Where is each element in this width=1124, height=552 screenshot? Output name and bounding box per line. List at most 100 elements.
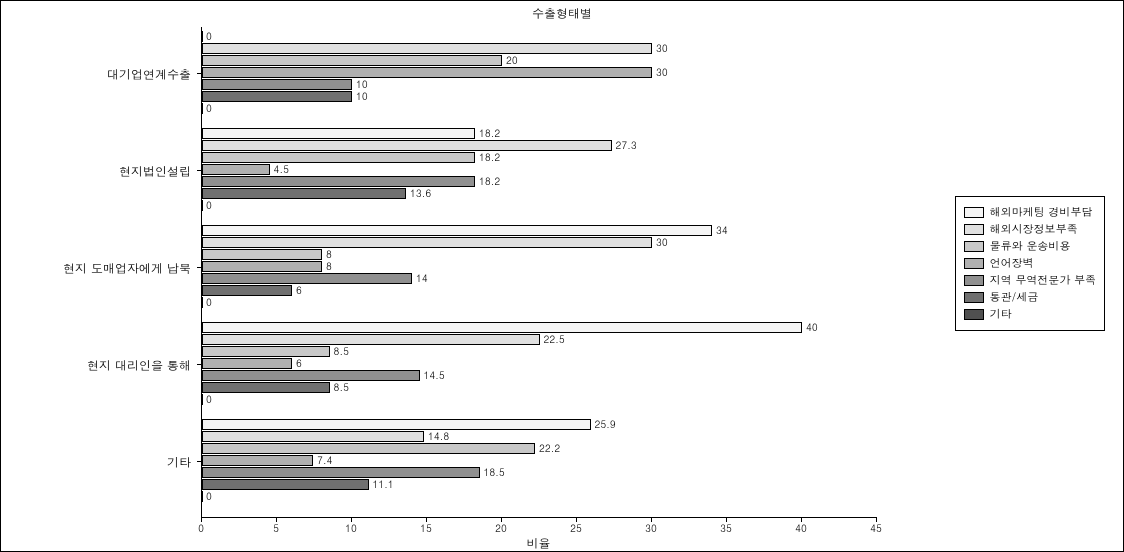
bar bbox=[202, 176, 475, 187]
bar-value-label: 14.5 bbox=[424, 370, 445, 381]
bar bbox=[202, 79, 352, 90]
x-tick-label: 5 bbox=[273, 521, 279, 535]
x-tick-label: 30 bbox=[645, 521, 657, 535]
legend-item: 지역 무역전문가 부족 bbox=[964, 273, 1096, 288]
bar bbox=[202, 200, 203, 211]
legend-label: 지역 무역전문가 부족 bbox=[990, 273, 1096, 288]
bar-value-label: 18.2 bbox=[479, 152, 500, 163]
bar bbox=[202, 261, 322, 272]
bar-value-label: 10 bbox=[356, 91, 368, 102]
legend-item: 언어장벽 bbox=[964, 256, 1096, 271]
bar-value-label: 4.5 bbox=[274, 164, 289, 175]
legend-swatch bbox=[964, 241, 984, 252]
bar-value-label: 30 bbox=[656, 43, 668, 54]
bar-value-label: 25.9 bbox=[595, 419, 616, 430]
bar-value-label: 22.5 bbox=[544, 334, 565, 345]
bar bbox=[202, 370, 420, 381]
category-label: 현지 도매업자에게 납북 bbox=[1, 260, 191, 277]
x-tick-label: 0 bbox=[198, 521, 204, 535]
legend-swatch bbox=[964, 292, 984, 303]
category-label: 기타 bbox=[1, 454, 191, 471]
bar-value-label: 0 bbox=[206, 297, 212, 308]
legend-swatch bbox=[964, 207, 984, 218]
bar bbox=[202, 31, 203, 42]
bar bbox=[202, 225, 712, 236]
legend-swatch bbox=[964, 224, 984, 235]
bar-value-label: 0 bbox=[206, 200, 212, 211]
legend-label: 해외마케팅 경비부담 bbox=[990, 205, 1093, 220]
chart-title: 수출형태별 bbox=[1, 5, 1123, 22]
bar-value-label: 30 bbox=[656, 237, 668, 248]
legend-swatch bbox=[964, 309, 984, 320]
bar bbox=[202, 334, 540, 345]
legend-item: 물류와 운송비용 bbox=[964, 239, 1096, 254]
category-label: 현지 대리인을 통해 bbox=[1, 357, 191, 374]
bar bbox=[202, 394, 203, 405]
bar bbox=[202, 419, 591, 430]
category-label: 현지법인설립 bbox=[1, 163, 191, 180]
legend-swatch bbox=[964, 258, 984, 269]
bar-value-label: 14 bbox=[416, 273, 428, 284]
bar bbox=[202, 455, 313, 466]
bar-value-label: 0 bbox=[206, 394, 212, 405]
legend-label: 물류와 운송비용 bbox=[990, 239, 1071, 254]
bar-value-label: 0 bbox=[206, 31, 212, 42]
legend-label: 언어장벽 bbox=[990, 256, 1034, 271]
bar-value-label: 14.8 bbox=[428, 431, 449, 442]
bar-value-label: 13.6 bbox=[410, 188, 431, 199]
bar bbox=[202, 128, 475, 139]
bar bbox=[202, 322, 802, 333]
bar-value-label: 27.3 bbox=[616, 140, 637, 151]
legend: 해외마케팅 경비부담해외시장정보부족물류와 운송비용언어장벽지역 무역전문가 부… bbox=[955, 196, 1105, 331]
bar-value-label: 6 bbox=[296, 358, 302, 369]
bar bbox=[202, 140, 612, 151]
legend-swatch bbox=[964, 275, 984, 286]
legend-label: 기타 bbox=[990, 307, 1012, 322]
x-tick-label: 45 bbox=[870, 521, 882, 535]
bar bbox=[202, 91, 352, 102]
bar bbox=[202, 346, 330, 357]
legend-item: 통관/세금 bbox=[964, 290, 1096, 305]
bar bbox=[202, 491, 203, 502]
bar bbox=[202, 467, 480, 478]
x-tick-label: 10 bbox=[345, 521, 357, 535]
bar bbox=[202, 285, 292, 296]
bar bbox=[202, 164, 270, 175]
bar bbox=[202, 152, 475, 163]
bar-value-label: 18.2 bbox=[479, 128, 500, 139]
bar bbox=[202, 297, 203, 308]
category-label: 대기업연계수출 bbox=[1, 66, 191, 83]
bar-value-label: 22.2 bbox=[539, 443, 560, 454]
bar bbox=[202, 358, 292, 369]
bar bbox=[202, 67, 652, 78]
bar-value-label: 11.1 bbox=[373, 479, 394, 490]
bar bbox=[202, 382, 330, 393]
bar bbox=[202, 55, 502, 66]
bar-value-label: 8 bbox=[326, 261, 332, 272]
bar bbox=[202, 43, 652, 54]
bar bbox=[202, 249, 322, 260]
bar-value-label: 7.4 bbox=[317, 455, 332, 466]
bar-value-label: 20 bbox=[506, 55, 518, 66]
bar-value-label: 34 bbox=[716, 225, 728, 236]
chart-outer-frame: 수출형태별 0 30 20 30 10 10 0 18.2 27.3 18.2 4.5 18.2 13.… bbox=[0, 0, 1124, 552]
bar bbox=[202, 443, 535, 454]
bar-value-label: 18.2 bbox=[479, 176, 500, 187]
bar-value-label: 8.5 bbox=[334, 346, 349, 357]
legend-item: 해외마케팅 경비부담 bbox=[964, 205, 1096, 220]
legend-item: 기타 bbox=[964, 307, 1096, 322]
x-tick-label: 35 bbox=[720, 521, 732, 535]
legend-label: 통관/세금 bbox=[990, 290, 1039, 305]
bar-value-label: 30 bbox=[656, 67, 668, 78]
bar bbox=[202, 479, 369, 490]
legend-label: 해외시장정보부족 bbox=[990, 222, 1078, 237]
bar bbox=[202, 273, 412, 284]
x-tick-label: 25 bbox=[570, 521, 582, 535]
bar-value-label: 18.5 bbox=[484, 467, 505, 478]
bar-value-label: 0 bbox=[206, 103, 212, 114]
bar bbox=[202, 237, 652, 248]
bar-value-label: 40 bbox=[806, 322, 818, 333]
bar bbox=[202, 431, 424, 442]
x-tick-label: 20 bbox=[495, 521, 507, 535]
x-axis-label: 비율 bbox=[201, 535, 876, 552]
